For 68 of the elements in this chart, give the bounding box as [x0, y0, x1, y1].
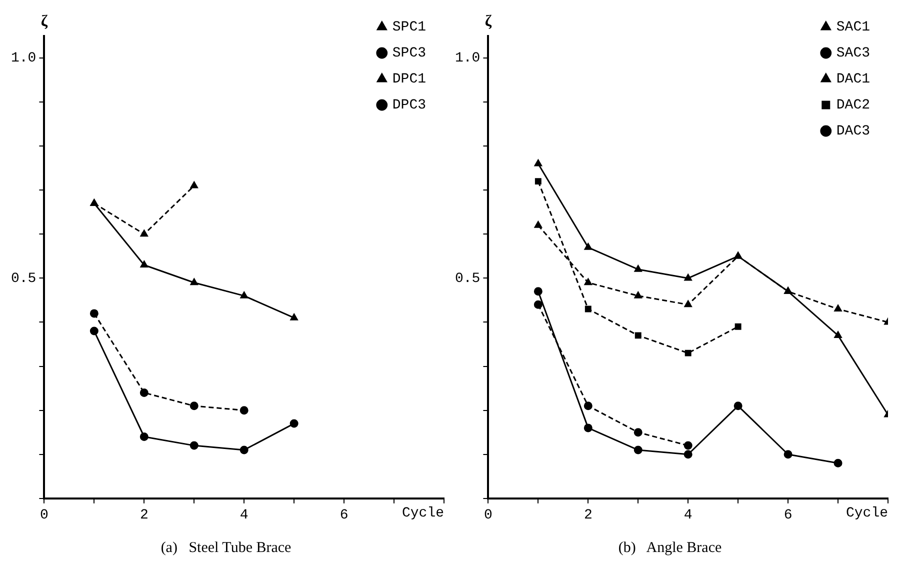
point: [190, 441, 198, 450]
y-tick-label: 0.5: [454, 270, 480, 287]
x-tick-label: 2: [140, 508, 148, 524]
legend-label: DAC1: [836, 72, 870, 88]
point: [534, 159, 542, 166]
point: [634, 446, 642, 454]
point: [684, 350, 692, 356]
legend-label: SAC3: [836, 46, 870, 62]
point: [534, 287, 542, 296]
legend-label: DAC2: [836, 98, 870, 114]
point: [584, 243, 592, 250]
point: [634, 428, 642, 437]
point: [534, 300, 542, 309]
point: [784, 450, 792, 459]
point: [240, 406, 248, 415]
legend-label: DPC3: [392, 98, 426, 114]
point: [140, 230, 148, 237]
point: [684, 441, 692, 450]
point: [140, 432, 148, 441]
y-tick-label: 1.0: [10, 50, 36, 67]
y-tick-label: 0.5: [10, 270, 36, 287]
legend-label: SAC1: [836, 20, 870, 36]
point: [684, 450, 692, 459]
point: [734, 402, 742, 410]
point: [834, 304, 842, 312]
point: [684, 274, 692, 281]
legend-label: SPC1: [392, 20, 426, 36]
y-axis-title: ζ: [40, 13, 48, 30]
x-tick-label: 0: [484, 508, 492, 524]
point: [290, 314, 298, 320]
point: [190, 181, 198, 188]
x-tick-label: 0: [40, 508, 48, 524]
point: [684, 300, 692, 308]
point: [634, 292, 642, 298]
x-tick-label: 4: [240, 508, 248, 524]
x-axis-title: Cycle: [846, 505, 888, 522]
x-tick-label: 6: [784, 508, 792, 524]
point: [240, 292, 248, 298]
point: [584, 278, 592, 286]
legend-label: DAC3: [836, 124, 870, 140]
point: [584, 306, 592, 312]
point: [90, 326, 98, 336]
point: [290, 419, 298, 428]
x-tick-label: 6: [340, 508, 348, 524]
point: [140, 388, 148, 397]
x-tick-label: 2: [584, 508, 592, 524]
point: [584, 424, 592, 432]
text: (b) Angle Brace: [618, 540, 722, 556]
point: [584, 402, 592, 410]
point: [240, 446, 248, 454]
y-tick-label: 1.0: [454, 50, 480, 67]
point: [534, 178, 542, 185]
x-axis-title: Cycle: [402, 505, 444, 522]
point: [90, 309, 98, 318]
point: [140, 260, 148, 268]
x-tick-label: 4: [684, 508, 692, 524]
point: [634, 265, 642, 272]
point: [534, 221, 542, 228]
point: [190, 402, 198, 410]
y-axis-title: ζ: [484, 13, 492, 30]
point: [634, 332, 642, 339]
legend-label: DPC1: [392, 72, 426, 88]
point: [834, 458, 842, 468]
point: [734, 323, 742, 330]
legend-label: SPC3: [392, 46, 426, 62]
point: [190, 278, 198, 286]
text: (a) Steel Tube Brace: [160, 540, 292, 556]
point: [834, 331, 842, 338]
